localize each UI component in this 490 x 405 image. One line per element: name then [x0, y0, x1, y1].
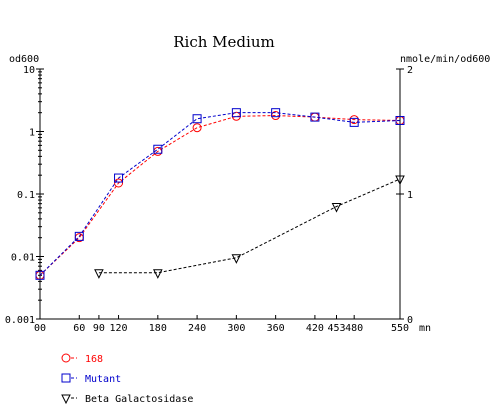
- data-point-square: [74, 231, 84, 241]
- data-point-circle: [192, 123, 202, 133]
- x-tick-label: 360: [267, 323, 285, 334]
- data-point-triangle-down: [231, 254, 242, 264]
- data-point-triangle-down: [153, 269, 163, 279]
- x-tick-label: 60: [73, 323, 85, 334]
- data-point-triangle-down: [395, 175, 405, 186]
- legend-item: Beta Galactosidase: [61, 394, 193, 405]
- legend-marker-triangle-down: [61, 394, 71, 405]
- legend: 168 Mutant Beta Galactosidase: [61, 353, 193, 405]
- x-tick-label: 300: [227, 323, 245, 334]
- y-left-tick-label: 0.1: [17, 190, 35, 201]
- x-tick-label: 00: [34, 323, 46, 334]
- y-left-tick-label: 10: [23, 65, 35, 76]
- data-point-square: [192, 114, 202, 124]
- data-point-square: [349, 117, 359, 127]
- y-right-tick-label: 0: [407, 315, 413, 326]
- data-point-square: [310, 112, 320, 122]
- chart-title: Rich Medium: [173, 33, 274, 51]
- data-point-triangle-down: [94, 269, 104, 279]
- legend-marker-circle: [61, 353, 71, 363]
- y-left-tick-label: 1: [29, 128, 35, 139]
- legend-label: Beta Galactosidase: [85, 394, 193, 405]
- x-axis-label: mn: [419, 323, 431, 334]
- y-right-tick-label: 1: [407, 190, 413, 201]
- y-left-tick-label: 0.01: [11, 253, 35, 264]
- x-tick-label: 420: [306, 323, 324, 334]
- series-line: [98, 178, 401, 274]
- data-point-square: [271, 108, 281, 118]
- x-tick-label: 90: [93, 323, 105, 334]
- x-tick-label: 180: [149, 323, 167, 334]
- data-point-square: [114, 173, 124, 183]
- x-tick-label: 480: [345, 323, 363, 334]
- x-tick-label: 550: [391, 323, 409, 334]
- y-right-axis-label: nmole/min/od600: [400, 54, 490, 65]
- data-point-circle: [114, 178, 124, 188]
- data-point-square: [35, 270, 45, 280]
- legend-marker-square: [61, 373, 71, 383]
- series-line: [39, 115, 401, 276]
- series-line: [39, 112, 401, 276]
- y-left-axis-label: od600: [9, 54, 39, 65]
- series-circle: [35, 111, 405, 280]
- data-point-square: [153, 144, 163, 154]
- y-right-tick-label: 2: [407, 65, 413, 76]
- data-point-triangle-down: [331, 203, 342, 213]
- x-tick-label: 453: [327, 323, 345, 334]
- series-square: [35, 108, 405, 280]
- legend-label: Mutant: [85, 374, 121, 385]
- legend-item: Mutant: [61, 373, 121, 385]
- x-tick-label: 240: [188, 323, 206, 334]
- y-left-tick-label: 0.001: [5, 315, 35, 326]
- data-point-square: [395, 115, 405, 125]
- legend-item: 168: [61, 353, 103, 365]
- series-triangle-down: [94, 175, 405, 279]
- x-tick-label: 120: [110, 323, 128, 334]
- data-point-square: [231, 108, 241, 118]
- legend-label: 168: [85, 354, 103, 365]
